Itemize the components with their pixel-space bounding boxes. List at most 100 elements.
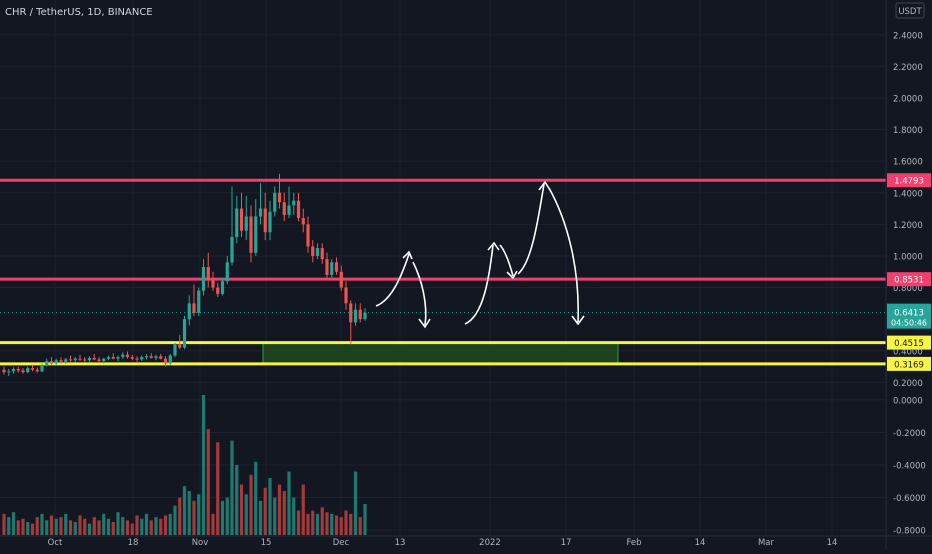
volume-bar [182,486,187,535]
hand-drawn-arrows [375,180,585,329]
volume-bar [125,520,130,535]
candle-body [306,224,310,247]
annotation-arrow-head-6 [571,315,585,326]
candle-body [201,267,206,291]
support-price-tag [887,356,931,371]
volume-bar [273,497,277,535]
candle-body [182,319,187,348]
volume-bar [111,521,115,535]
candle-body [45,361,49,365]
resistance-price-tag [887,173,931,188]
price-tick-label: 0.2000 [893,379,923,389]
volume-bar [116,512,120,535]
support-price-tag [887,335,931,350]
price-tick-label: 1.0000 [893,252,923,262]
volume-bar [225,497,229,535]
volume-bar [192,500,196,535]
candle-body [121,354,125,358]
volume-bar [211,513,215,535]
symbol-title[interactable]: CHR / TetherUS, 1D, BINANCE [5,7,153,18]
candle-body [106,357,111,359]
volume-bar [315,513,320,535]
time-tick-label: 13 [395,538,406,548]
volume-bar [249,474,253,535]
candle-body [320,248,324,260]
candle-body [135,358,139,360]
candle-body [163,358,168,364]
annotation-arrow-head-1 [402,250,413,260]
volume-tick-label: -0.6000 [893,494,926,504]
candle-body [339,271,343,288]
candle-body [263,208,267,233]
candle-body [16,368,20,371]
annotation-arrow-1 [375,253,410,307]
volume-bar [154,517,158,535]
volume-bar [64,513,68,535]
candle-body [235,208,239,237]
candle-body [230,237,234,263]
level-price-label: 0.8531 [894,276,924,286]
volume-bar [306,513,310,535]
candle-body [87,357,92,361]
candle-body [21,370,25,373]
candle-body [192,303,196,313]
candle-body [116,357,120,359]
annotation-arrow-6 [548,187,580,323]
price-tick-label: 1.8000 [893,126,923,136]
candle-body [49,361,54,364]
volume-bar [287,471,291,535]
volume-bar [140,518,144,535]
candle-body [149,356,153,358]
candle-body [40,364,44,372]
volume-bar [268,478,272,535]
volume-bar [330,513,334,535]
volume-bar [201,395,206,535]
candle-body [311,246,315,256]
volume-bar [263,487,267,535]
candle-body [301,218,305,225]
time-tick-label: Oct [48,538,63,548]
volume-bar [40,513,44,535]
candle-body [26,368,30,373]
demand-zone-layer [262,342,619,365]
volume-bar [73,521,77,535]
volume-bar [334,515,339,535]
volume-bar [292,497,296,535]
annotation-arrow-4 [499,244,514,277]
candle-body [349,303,353,323]
price-tick-label: 2.4000 [893,31,923,41]
volume-bar [358,517,362,535]
grid [0,0,886,535]
candle-body [277,192,282,203]
resistance-price-tag [887,272,931,287]
time-tick-label: Mar [758,538,775,548]
candle-body [216,287,220,294]
candle-body [173,344,177,356]
candle-body [92,357,96,360]
volume-bar [35,517,39,535]
time-tick-label: Nov [192,538,209,548]
volume-bar [296,510,301,535]
volume-tick-label: -0.8000 [893,527,926,537]
volume-bar [83,518,87,535]
volume-bar [325,512,329,535]
candle-body [7,371,11,373]
volume-bar [349,513,353,535]
volume-bars [2,395,367,535]
candle-body [334,262,339,272]
volume-bar [135,515,139,535]
annotation-arrow-head-3 [487,241,500,251]
volume-bar [97,520,101,535]
annotation-arrow-head-5 [538,180,551,191]
candle-body [363,312,367,320]
volume-bar [102,513,106,535]
candle-body [64,359,68,362]
candle-body [83,359,87,361]
time-tick-label: 2022 [479,538,501,548]
candle-body [154,356,158,358]
volume-bar [230,440,234,535]
candle-body [130,357,134,359]
volume-bar [363,504,367,535]
